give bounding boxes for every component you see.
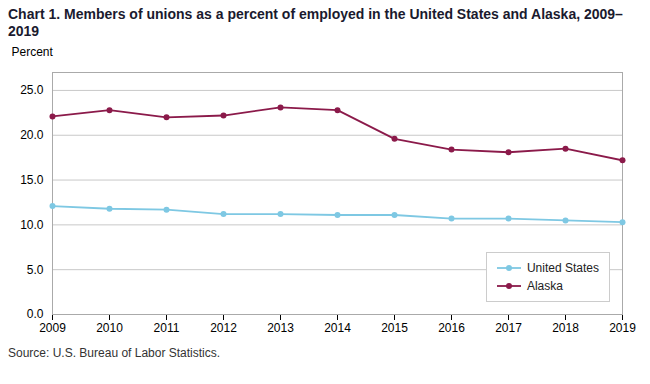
svg-text:2013: 2013 (267, 321, 294, 335)
svg-text:2011: 2011 (154, 321, 180, 335)
svg-text:2017: 2017 (495, 321, 522, 335)
svg-text:2012: 2012 (210, 321, 237, 335)
svg-text:0.0: 0.0 (27, 307, 44, 321)
svg-text:15.0: 15.0 (20, 173, 44, 187)
svg-text:25.0: 25.0 (20, 83, 44, 97)
svg-text:Percent: Percent (12, 45, 54, 59)
html-text:Source: U.S. Bureau of Labor S: Source: U.S. Bureau of Labor Statistics. (8, 346, 221, 360)
svg-text:5.0: 5.0 (27, 263, 44, 277)
svg-text:2009: 2009 (39, 321, 66, 335)
svg-text:2016: 2016 (438, 321, 465, 335)
svg-text:20.0: 20.0 (20, 128, 44, 142)
svg-text:2018: 2018 (552, 321, 579, 335)
html-text:Chart 1. Members of unions as: Chart 1. Members of unions as a percent … (8, 6, 623, 39)
svg-text:2019: 2019 (609, 321, 636, 335)
svg-text:2010: 2010 (96, 321, 123, 335)
html-text:United States: United States (527, 261, 599, 275)
svg-text:2014: 2014 (324, 321, 351, 335)
svg-text:10.0: 10.0 (20, 218, 44, 232)
svg-text:2015: 2015 (381, 321, 408, 335)
html-text:Alaska: Alaska (527, 279, 563, 293)
